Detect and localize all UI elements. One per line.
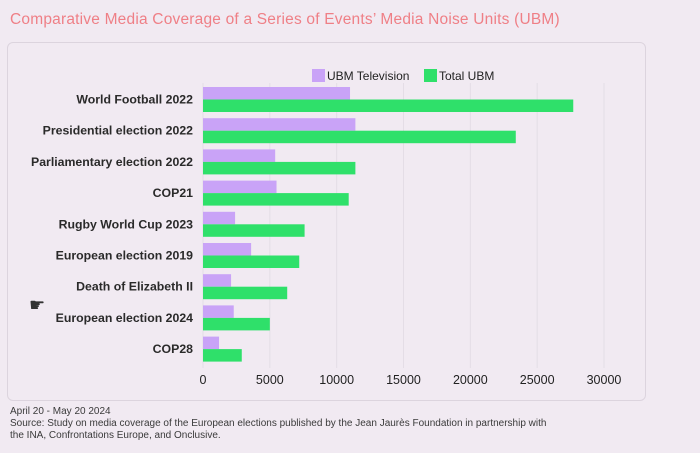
category-label: World Football 2022 <box>76 93 193 107</box>
legend-label-total-ubm: Total UBM <box>439 69 494 83</box>
bar-ubm-television-cop21 <box>203 180 277 194</box>
bar-ubm-television-european-election-2019 <box>203 243 252 256</box>
bar-ubm-television-european-election-2024 <box>203 305 234 318</box>
x-tick-label: 30000 <box>587 373 622 387</box>
bar-ubm-television-death-of-elizabeth-ii <box>203 274 232 287</box>
bar-total-ubm-world-football-2022 <box>203 99 574 112</box>
category-label: Presidential election 2022 <box>43 124 194 138</box>
chart-title: Comparative Media Coverage of a Series o… <box>10 11 560 28</box>
bar-ubm-television-rugby-world-cup-2023 <box>203 211 236 225</box>
category-label: European election 2024 <box>56 311 194 325</box>
bar-total-ubm-cop28 <box>203 349 242 362</box>
bar-total-ubm-death-of-elizabeth-ii <box>203 286 288 300</box>
source-line-1: Source: Study on media coverage of the E… <box>10 418 547 429</box>
bar-total-ubm-presidential-election-2022 <box>203 130 516 144</box>
date-range: April 20 - May 20 2024 <box>10 406 111 417</box>
bar-total-ubm-parliamentary-election-2022 <box>203 161 356 175</box>
source-line-2: the INA, Confrontations Europe, and Oncl… <box>10 430 221 441</box>
x-tick-label: 0 <box>200 373 207 387</box>
bar-total-ubm-cop21 <box>203 193 349 206</box>
category-label: Parliamentary election 2022 <box>31 155 193 169</box>
bar-ubm-television-presidential-election-2022 <box>203 118 356 131</box>
x-tick-label: 25000 <box>520 373 555 387</box>
legend-swatch-total-ubm <box>424 69 437 82</box>
chart-footer: April 20 - May 20 2024 Source: Study on … <box>10 406 690 442</box>
category-label: COP21 <box>153 186 193 200</box>
hand-pointer-icon: ☛ <box>29 295 46 316</box>
x-tick-label: 10000 <box>319 373 354 387</box>
x-tick-label: 20000 <box>453 373 488 387</box>
bar-ubm-television-cop28 <box>203 336 220 350</box>
category-label: COP28 <box>153 342 193 356</box>
x-tick-label: 15000 <box>386 373 421 387</box>
category-label: European election 2019 <box>56 249 194 263</box>
legend-label-ubm-television: UBM Television <box>327 69 409 83</box>
bar-total-ubm-european-election-2019 <box>203 255 300 268</box>
bar-total-ubm-rugby-world-cup-2023 <box>203 224 305 237</box>
bar-ubm-television-parliamentary-election-2022 <box>203 149 276 162</box>
bar-ubm-television-world-football-2022 <box>203 87 351 100</box>
bar-total-ubm-european-election-2024 <box>203 317 270 331</box>
category-label: Rugby World Cup 2023 <box>59 217 194 231</box>
x-tick-label: 5000 <box>256 373 284 387</box>
category-label: Death of Elizabeth II <box>76 280 193 294</box>
legend-swatch-ubm-television <box>312 69 325 82</box>
